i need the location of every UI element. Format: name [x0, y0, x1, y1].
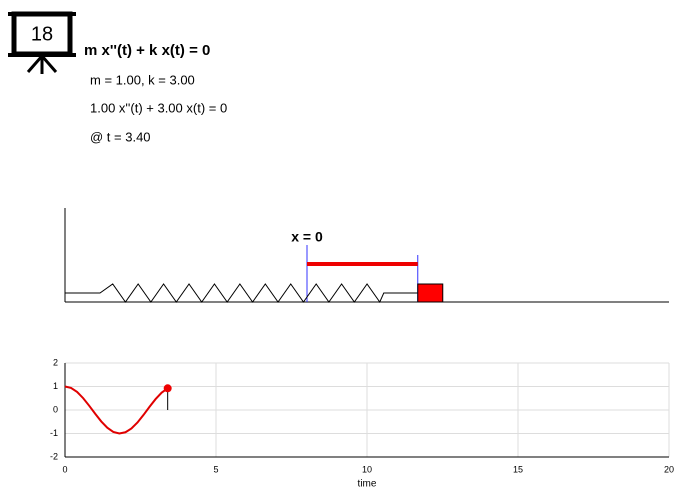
- y-tick-label: -2: [50, 451, 58, 461]
- x-tick-label: 5: [213, 464, 218, 474]
- x-axis-label: time: [358, 479, 377, 490]
- y-tick-label: 0: [53, 404, 58, 414]
- icon-leg: [40, 55, 58, 73]
- icon-label: 18: [31, 23, 53, 45]
- spring: [65, 283, 418, 304]
- y-tick-label: -1: [50, 428, 58, 438]
- icon-leg: [26, 55, 44, 73]
- equation: m x''(t) + k x(t) = 0: [84, 42, 210, 59]
- y-tick-label: 2: [53, 357, 58, 367]
- origin-label: x = 0: [291, 229, 323, 245]
- params: m = 1.00, k = 3.00: [90, 72, 195, 87]
- mass: [417, 283, 444, 303]
- x-tick-label: 10: [362, 464, 372, 474]
- x-tick-label: 0: [62, 464, 67, 474]
- current-point: [163, 384, 172, 393]
- x-tick-label: 15: [513, 464, 523, 474]
- time: @ t = 3.40: [90, 129, 151, 144]
- icon[interactable]: 18: [8, 11, 76, 74]
- y-tick-label: 1: [53, 381, 58, 391]
- line: [64, 385, 169, 435]
- instance: 1.00 x''(t) + 3.00 x(t) = 0: [90, 100, 227, 115]
- x-tick-label: 20: [664, 464, 674, 474]
